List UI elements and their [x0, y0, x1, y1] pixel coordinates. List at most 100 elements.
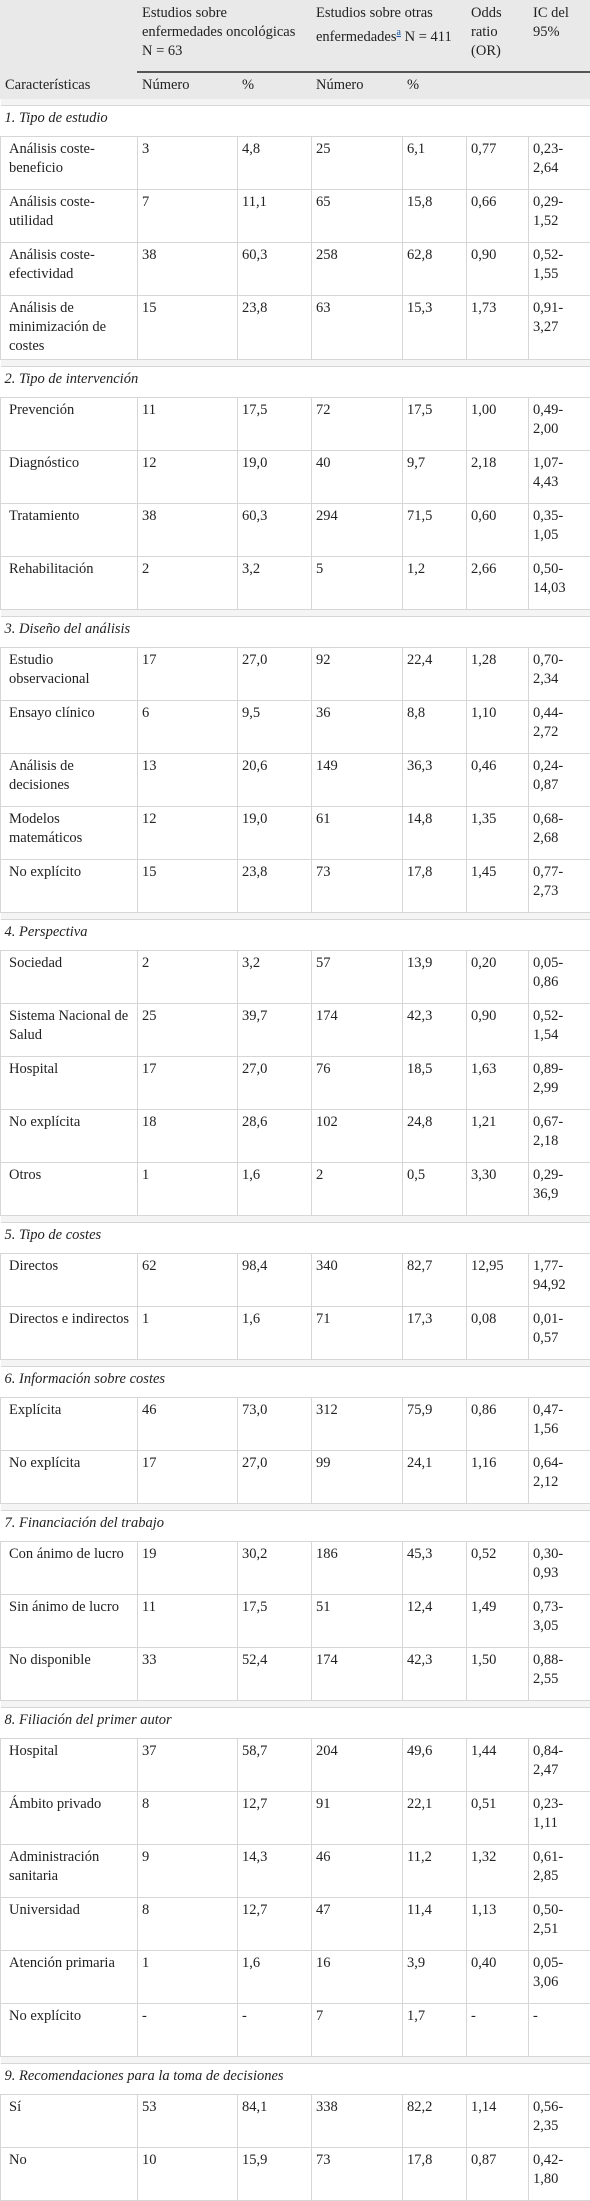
- row-label: Otros: [1, 1163, 138, 1216]
- data-cell: 73: [312, 2148, 403, 2201]
- section-title: 9. Recomendaciones para la toma de decis…: [1, 2064, 590, 2095]
- data-cell: 0,23-1,11: [529, 1792, 590, 1845]
- data-cell: 0,23-2,64: [529, 137, 590, 190]
- data-cell: 0,70-2,34: [529, 648, 590, 701]
- data-cell: 46: [312, 1845, 403, 1898]
- data-cell: 33: [138, 1648, 238, 1701]
- data-cell: 1,77-94,92: [529, 1254, 590, 1307]
- data-cell: 8: [138, 1792, 238, 1845]
- body: {"header": {"group1": "Estudios sobre en…: [0, 0, 590, 2138]
- data-cell: 22,1: [403, 1792, 467, 1845]
- row-label: Atención primaria: [1, 1951, 138, 2004]
- data-cell: 23,8: [238, 296, 312, 360]
- data-cell: 92: [312, 648, 403, 701]
- data-cell: 12,7: [238, 1898, 312, 1951]
- spacer-cell: [1, 99, 590, 106]
- data-cell: 2,18: [467, 451, 529, 504]
- data-cell: 12: [138, 807, 238, 860]
- row-label: Análisis coste-efectividad: [1, 243, 138, 296]
- data-cell: 12: [138, 451, 238, 504]
- header-row: Características Número % Número %: [1, 72, 590, 99]
- data-cell: 84,1: [238, 2095, 312, 2148]
- data-cell: 17: [138, 648, 238, 701]
- data-cell: 75,9: [403, 1398, 467, 1451]
- data-cell: -: [238, 2004, 312, 2057]
- data-cell: 1,21: [467, 1110, 529, 1163]
- data-cell: 17,5: [238, 1595, 312, 1648]
- page: Tabla html, body { margin: 0; padding: 0…: [0, 0, 590, 2138]
- spacer-row: [1, 99, 590, 106]
- header-cell: Número: [138, 72, 238, 99]
- section-row: 6. Información sobre costes: [1, 1367, 590, 1398]
- data-cell: 98,4: [238, 1254, 312, 1307]
- data-cell: 15,9: [238, 2148, 312, 2201]
- data-cell: 14,3: [238, 1845, 312, 1898]
- row-label: Modelos matemáticos: [1, 807, 138, 860]
- data-cell: 19,0: [238, 807, 312, 860]
- spacer-cell: [1, 1360, 590, 1367]
- data-cell: 15: [138, 860, 238, 913]
- data-cell: 15,8: [403, 190, 467, 243]
- data-cell: 60,3: [238, 504, 312, 557]
- data-cell: 0,91-3,27: [529, 296, 590, 360]
- header-text: Estudios sobre enfermedades oncológicas: [142, 5, 295, 40]
- data-cell: 51: [312, 1595, 403, 1648]
- data-cell: 10: [138, 2148, 238, 2201]
- data-cell: 6,1: [403, 137, 467, 190]
- footnote-link[interactable]: a: [397, 27, 401, 38]
- spacer-row: [1, 1504, 590, 1511]
- row-label: Hospital: [1, 1739, 138, 1792]
- data-cell: 53: [138, 2095, 238, 2148]
- data-cell: 258: [312, 243, 403, 296]
- row-label: Análisis de decisiones: [1, 754, 138, 807]
- data-cell: -: [529, 2004, 590, 2057]
- data-cell: 0,77-2,73: [529, 860, 590, 913]
- data-cell: 0,08: [467, 1307, 529, 1360]
- data-cell: 0,51: [467, 1792, 529, 1845]
- data-cell: 27,0: [238, 1057, 312, 1110]
- data-cell: 0,42-1,80: [529, 2148, 590, 2201]
- data-cell: 17: [138, 1057, 238, 1110]
- data-cell: 18,5: [403, 1057, 467, 1110]
- data-cell: 17: [138, 1451, 238, 1504]
- row-label: Directos e indirectos: [1, 1307, 138, 1360]
- row-label: No explícita: [1, 1451, 138, 1504]
- data-cell: 38: [138, 504, 238, 557]
- spacer-cell: [1, 2057, 590, 2064]
- data-cell: 7: [138, 190, 238, 243]
- data-cell: 14,8: [403, 807, 467, 860]
- row-label: Tratamiento: [1, 504, 138, 557]
- data-cell: 312: [312, 1398, 403, 1451]
- data-cell: 0,56-2,35: [529, 2095, 590, 2148]
- data-cell: 1,35: [467, 807, 529, 860]
- data-cell: 4,8: [238, 137, 312, 190]
- data-cell: 0,29-1,52: [529, 190, 590, 243]
- data-cell: 52,4: [238, 1648, 312, 1701]
- data-cell: 0,47-1,56: [529, 1398, 590, 1451]
- data-cell: 0,52: [467, 1542, 529, 1595]
- row-label: Sí: [1, 2095, 138, 2148]
- data-cell: 1,44: [467, 1739, 529, 1792]
- data-cell: 12,95: [467, 1254, 529, 1307]
- data-cell: 20,6: [238, 754, 312, 807]
- data-cell: 65: [312, 190, 403, 243]
- row-label: Con ánimo de lucro: [1, 1542, 138, 1595]
- data-cell: 0,77: [467, 137, 529, 190]
- data-cell: 82,2: [403, 2095, 467, 2148]
